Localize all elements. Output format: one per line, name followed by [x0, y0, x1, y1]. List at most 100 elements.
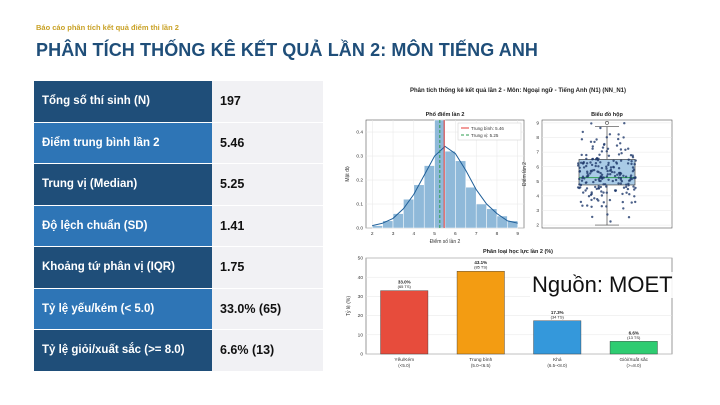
- score-point: [601, 177, 604, 180]
- score-point: [627, 182, 630, 185]
- x-tick-label: 7: [475, 231, 478, 237]
- score-point: [629, 176, 632, 179]
- legend-mean-label: Trung bình: 5.46: [471, 126, 504, 131]
- score-point: [633, 195, 636, 198]
- score-point: [605, 175, 609, 178]
- classification-bars: 33.0%(65 TS) Yếu/Kém(<5.0) 43.1%(85 TS) Tru…: [380, 260, 658, 368]
- score-point: [584, 181, 588, 184]
- histogram-y-ticks: 0.0 0.1 0.2 0.3 0.4: [356, 130, 363, 232]
- score-point: [622, 136, 625, 139]
- score-point: [602, 143, 606, 146]
- legend-median-label: Trung vị: 5.25: [471, 133, 499, 138]
- score-point: [607, 163, 610, 167]
- score-point: [617, 176, 620, 179]
- score-point: [602, 201, 605, 204]
- y-tick-label: 40: [358, 275, 364, 281]
- score-point: [631, 154, 634, 157]
- score-point: [611, 179, 614, 183]
- score-point: [634, 159, 637, 162]
- stats-table: Tổng số thí sinh (N) 197 Điểm trung bình…: [34, 81, 323, 372]
- histogram-bar: [507, 220, 519, 229]
- score-point: [592, 180, 595, 184]
- histogram-bar: [455, 160, 467, 229]
- stat-row-total: Tổng số thí sinh (N) 197: [34, 81, 323, 123]
- score-point: [634, 176, 637, 180]
- y-tick-label: 30: [358, 294, 364, 300]
- y-tick-label: 9: [536, 121, 539, 127]
- score-point: [612, 159, 615, 162]
- score-point: [606, 169, 609, 173]
- bar-value-label: 33.0%: [398, 280, 411, 285]
- score-point: [605, 167, 608, 170]
- score-point: [626, 187, 630, 191]
- score-point: [621, 192, 624, 196]
- page-title: PHÂN TÍCH THỐNG KÊ KẾT QUẢ LẦN 2: MÔN TI…: [36, 40, 539, 60]
- score-point: [586, 170, 589, 173]
- score-point: [605, 136, 608, 139]
- score-point: [599, 179, 602, 183]
- boxplot-title: Biểu đồ hộp: [591, 111, 623, 118]
- score-point: [591, 215, 594, 219]
- score-point: [599, 126, 602, 130]
- histogram-bar: [382, 220, 394, 229]
- score-point: [624, 148, 627, 151]
- stat-row-weak-rate: Tỷ lệ yếu/kém (< 5.0) 33.0% (65): [34, 288, 323, 330]
- score-point: [595, 157, 599, 160]
- histogram-bars: [371, 119, 519, 229]
- stat-label: Độ lệch chuẩn (SD): [34, 205, 212, 246]
- score-point: [625, 185, 628, 189]
- histogram-bar: [403, 198, 415, 229]
- score-point: [596, 170, 599, 173]
- score-point: [578, 170, 582, 173]
- score-point: [623, 122, 626, 125]
- x-tick-label: 9: [516, 231, 519, 237]
- score-point: [589, 140, 593, 143]
- category-label: Trung bình: [469, 357, 492, 363]
- stat-value: 197: [212, 81, 323, 122]
- y-tick-label: 6: [536, 164, 539, 170]
- score-point: [617, 153, 621, 156]
- report-kicker: Báo cáo phân tích kết quả điểm thi lần 2: [36, 23, 179, 32]
- score-point: [585, 164, 588, 168]
- stat-label: Khoảng tứ phân vị (IQR): [34, 247, 212, 288]
- bar-value-label: 17.3%: [551, 310, 564, 315]
- score-point: [584, 189, 587, 192]
- legend-box: [457, 122, 522, 141]
- classification-y-label: Tỷ lệ (%): [345, 296, 352, 316]
- score-point: [609, 220, 612, 223]
- score-point: [599, 185, 602, 189]
- score-point: [604, 183, 607, 186]
- score-point: [580, 153, 583, 157]
- classification-title: Phân loại học lực lần 2 (%): [483, 249, 553, 255]
- score-point: [577, 164, 580, 167]
- histogram-x-ticks: 2 3 4 5 6 7 8 9: [371, 231, 520, 237]
- score-point: [594, 162, 598, 165]
- score-point: [589, 172, 592, 175]
- score-point: [593, 197, 596, 200]
- score-point: [619, 142, 622, 145]
- score-point: [589, 161, 592, 164]
- score-point: [620, 152, 623, 155]
- score-point: [597, 199, 600, 202]
- score-point: [630, 162, 633, 166]
- score-point: [590, 192, 593, 196]
- x-tick-label: 4: [412, 231, 415, 237]
- y-tick-label: 10: [358, 332, 364, 338]
- score-point: [632, 185, 635, 188]
- score-point: [633, 188, 636, 191]
- stat-row-sd: Độ lệch chuẩn (SD) 1.41: [34, 205, 323, 247]
- score-point: [615, 162, 619, 165]
- score-point: [605, 165, 608, 168]
- boxplot-y-ticks: 2 3 4 5 6 7 8 9: [536, 121, 539, 229]
- score-point: [579, 183, 583, 187]
- score-point: [594, 178, 597, 182]
- histogram-y-label: Mật độ: [345, 166, 351, 182]
- score-point: [582, 166, 586, 169]
- score-point: [578, 166, 581, 169]
- classification-y-ticks: 0 10 20 30 40 50: [358, 256, 364, 358]
- boxplot-y-label: Điểm lần 2: [521, 162, 528, 186]
- x-tick-label: 2: [371, 231, 374, 237]
- classification-bar: [456, 271, 505, 355]
- score-point: [619, 148, 623, 151]
- score-point: [600, 194, 604, 197]
